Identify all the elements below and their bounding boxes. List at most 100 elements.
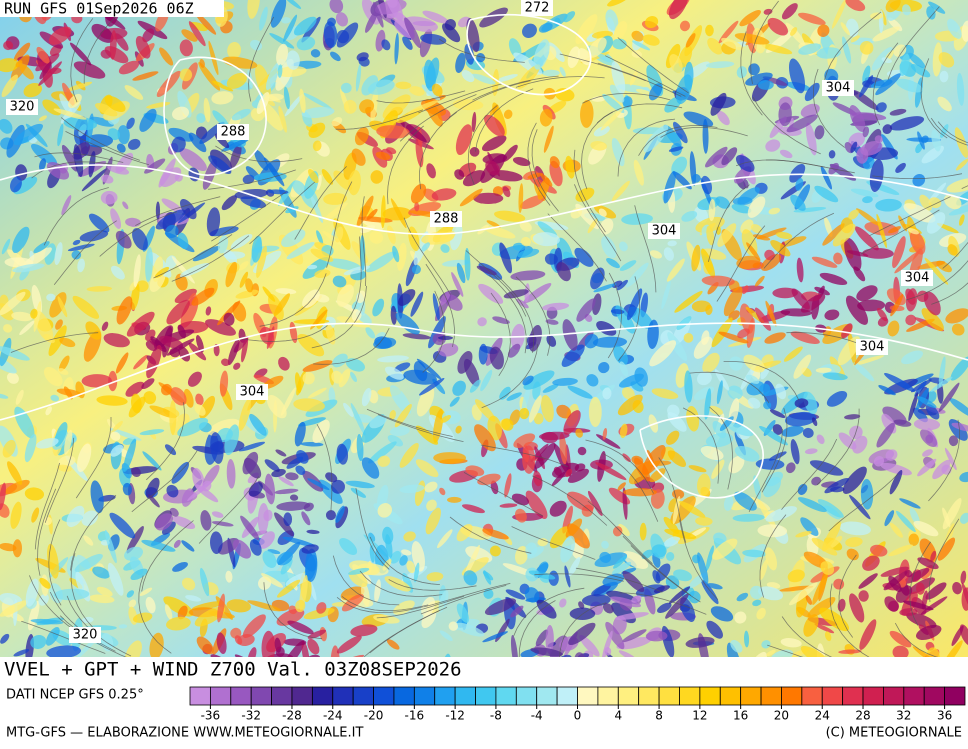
field-blob: [277, 64, 283, 78]
field-blob: [351, 309, 362, 322]
field-blob: [499, 503, 518, 508]
field-blob: [256, 245, 267, 278]
field-blob: [133, 254, 141, 288]
field-blob: [30, 618, 64, 625]
field-blob: [715, 196, 730, 209]
field-blob: [285, 472, 299, 481]
field-blob: [149, 632, 164, 660]
field-blob: [240, 196, 267, 208]
field-blob: [142, 451, 162, 471]
colorbar-tick-label: 4: [614, 709, 622, 723]
streamline: [887, 6, 940, 80]
field-blob: [706, 620, 723, 639]
contour-label: 288: [221, 125, 246, 140]
streamline: [65, 131, 150, 166]
streamline: [326, 181, 353, 268]
field-blob: [155, 209, 186, 230]
field-blob: [892, 236, 906, 269]
field-blob: [307, 629, 326, 639]
header-box: [0, 0, 224, 17]
streamline: [355, 487, 390, 570]
field-blob: [0, 482, 6, 511]
field-blob: [668, 0, 689, 20]
streamline: [515, 276, 551, 356]
field-blob: [737, 328, 750, 339]
field-blob: [0, 600, 29, 617]
field-blob: [947, 244, 958, 256]
field-blob: [395, 81, 412, 90]
contour-label-box: [521, 0, 553, 16]
field-blob: [678, 501, 706, 518]
streamline: [928, 518, 960, 602]
field-blob: [518, 183, 524, 214]
field-blob: [742, 285, 749, 295]
field-blob: [350, 371, 358, 382]
field-blob: [768, 207, 781, 215]
field-blob: [182, 577, 196, 591]
field-blob: [747, 397, 761, 409]
field-blob: [790, 194, 806, 211]
field-blob: [439, 487, 446, 496]
field-blob: [894, 250, 921, 274]
field-blob: [850, 188, 879, 198]
field-blob: [832, 223, 856, 247]
field-blob: [425, 57, 440, 89]
field-blob: [791, 288, 810, 310]
field-blob: [559, 598, 567, 608]
contour-line: [0, 164, 968, 235]
field-blob: [840, 22, 850, 36]
field-blob: [194, 404, 206, 416]
field-blob: [686, 405, 700, 432]
field-blob: [483, 225, 516, 239]
field-blob: [849, 494, 871, 520]
field-blob: [909, 230, 926, 255]
colorbar-swatch: [923, 686, 946, 706]
field-blob: [850, 141, 858, 153]
field-blob: [415, 459, 439, 478]
field-blob: [959, 512, 968, 524]
field-blob: [596, 53, 612, 63]
field-blob: [444, 19, 456, 31]
field-blob: [433, 452, 467, 464]
field-blob: [189, 21, 208, 32]
field-blob: [960, 570, 967, 585]
field-blob: [907, 227, 919, 235]
field-blob: [688, 465, 707, 473]
field-blob: [851, 89, 879, 111]
streamline: [829, 583, 871, 659]
field-blob: [422, 10, 449, 24]
field-blob: [38, 115, 47, 122]
streamline: [467, 105, 498, 186]
field-blob: [165, 224, 179, 239]
field-blob: [139, 108, 157, 132]
field-blob: [924, 257, 949, 285]
streamline: [602, 452, 659, 522]
field-blob: [276, 66, 307, 78]
field-blob: [932, 459, 951, 480]
streamline: [812, 68, 845, 148]
field-blob: [367, 79, 395, 95]
field-blob: [611, 137, 625, 167]
streamline: [332, 555, 400, 606]
field-blob: [210, 432, 224, 464]
colorbar-tick-label: 0: [574, 709, 582, 723]
field-blob: [109, 512, 136, 539]
field-blob: [856, 208, 880, 226]
contour-label-box: [901, 270, 933, 286]
field-blob: [114, 33, 129, 51]
field-blob: [124, 85, 144, 100]
field-blob: [761, 43, 793, 55]
streamline: [376, 90, 466, 104]
field-blob: [195, 335, 204, 353]
field-blob: [73, 61, 106, 79]
field-blob: [600, 107, 624, 131]
field-blob: [463, 570, 478, 586]
field-blob: [664, 528, 697, 540]
contour-label-box: [430, 211, 462, 227]
field-blob: [43, 516, 52, 526]
field-blob: [424, 481, 438, 493]
field-blob: [613, 20, 628, 40]
streamline: [515, 76, 605, 88]
field-blob: [247, 0, 260, 19]
field-blob: [680, 597, 696, 623]
